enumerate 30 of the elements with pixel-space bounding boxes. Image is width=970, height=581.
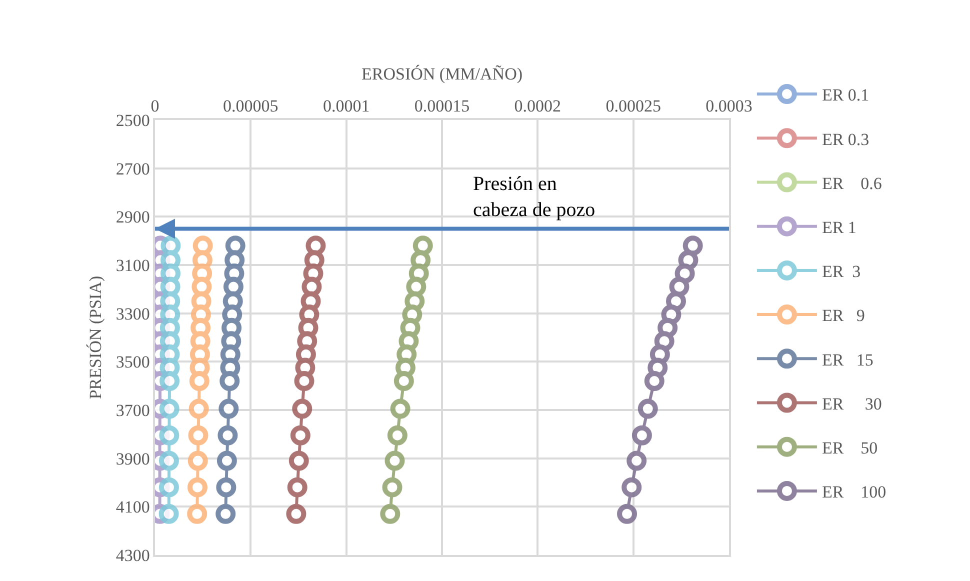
x-tick-label: 0.0002 bbox=[514, 96, 562, 116]
y-tick-label: 2500 bbox=[116, 110, 150, 130]
legend-label: ER 30 bbox=[822, 394, 882, 414]
legend-label: ER 1 bbox=[822, 218, 856, 237]
legend-label: ER 0.1 bbox=[822, 86, 870, 105]
legend-label: ER 9 bbox=[822, 306, 865, 326]
y-tick-label: 3300 bbox=[116, 304, 150, 324]
legend-label: ER 50 bbox=[822, 438, 878, 458]
y-tick-label: 3700 bbox=[116, 400, 150, 420]
x-tick-label: 0.0001 bbox=[322, 96, 370, 116]
x-axis-title: EROSIÓN (MM/AÑO) bbox=[361, 64, 523, 84]
x-tick-label: 0.0003 bbox=[706, 96, 752, 116]
y-tick-label: 4300 bbox=[116, 546, 150, 565]
x-tick-label: 0.00015 bbox=[414, 96, 470, 116]
x-tick-label: 0 bbox=[150, 96, 160, 116]
y-tick-label: 2700 bbox=[116, 159, 150, 178]
x-tick-label: 0.00005 bbox=[223, 96, 278, 116]
y-tick-label: 3900 bbox=[116, 449, 150, 468]
legend-label: ER 3 bbox=[822, 262, 861, 282]
x-tick-label: 0.00025 bbox=[606, 96, 661, 116]
y-tick-label: 4100 bbox=[116, 498, 150, 517]
y-tick-label: 3500 bbox=[116, 352, 150, 372]
legend-label: ER 0.6 bbox=[822, 174, 882, 193]
legend-label: ER 100 bbox=[822, 482, 886, 502]
y-tick-label: 3100 bbox=[116, 256, 150, 275]
ref-line-label: Presión en cabeza de pozo bbox=[473, 173, 596, 221]
legend-label: ER 0.3 bbox=[822, 130, 870, 149]
y-tick-label: 2900 bbox=[116, 208, 150, 227]
y-axis-title: PRESIÓN (PSIA) bbox=[86, 276, 105, 400]
legend-label: ER 15 bbox=[822, 350, 874, 370]
